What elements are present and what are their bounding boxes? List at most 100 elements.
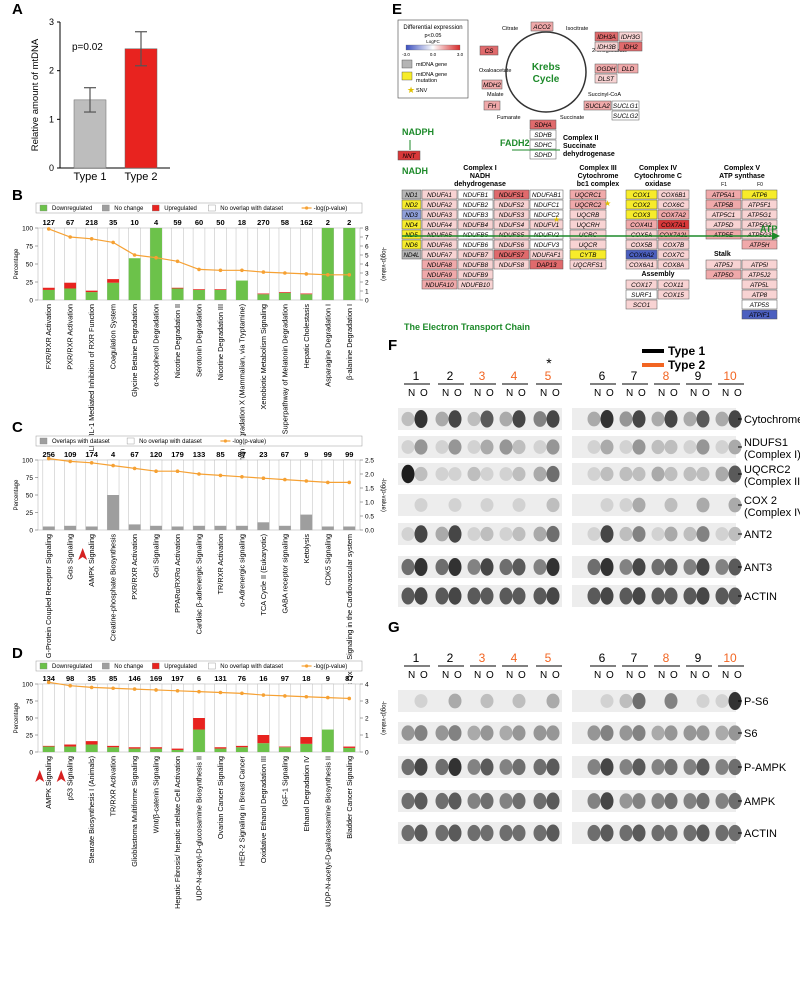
- pvalue-point: [89, 685, 94, 690]
- idh3g-label: IDH3G: [621, 34, 640, 41]
- band: [715, 793, 729, 809]
- complex1-gene-box: [401, 239, 422, 250]
- complex1-gene-box: [493, 199, 530, 210]
- legend-swatch: [151, 204, 160, 212]
- bar-downregulated: [42, 289, 55, 300]
- y-tick-label: 75: [26, 699, 34, 706]
- bar-downregulated: [171, 749, 184, 752]
- category-label: TR/RXR Activation: [216, 534, 225, 594]
- band: [587, 440, 601, 454]
- complex5-gene-label: ATP5C1: [711, 212, 735, 219]
- bar-overlap: [42, 526, 55, 530]
- band: [533, 466, 547, 482]
- band: [546, 558, 560, 576]
- y-tick-label: 0: [29, 750, 33, 757]
- lane-o-label: O: [454, 388, 462, 399]
- band: [619, 824, 633, 842]
- band: [499, 793, 513, 809]
- category-label: Nicotine Degradation II: [173, 304, 182, 378]
- band-label: P-S6: [744, 696, 768, 708]
- band: [619, 440, 633, 454]
- lane-number: 7: [631, 651, 638, 665]
- pvalue-point: [46, 680, 51, 685]
- band: [480, 725, 494, 741]
- bar-upregulated: [257, 735, 270, 744]
- category-label: TCA Cycle II (Eukaryotic): [259, 534, 268, 616]
- band: [435, 587, 449, 605]
- lane-number: 5: [545, 651, 552, 665]
- krebs-title: Krebs: [532, 62, 561, 73]
- legend-label: Downregulated: [52, 664, 92, 670]
- band: [683, 411, 697, 427]
- band: [533, 411, 547, 427]
- complex4-gene-label: COX6C: [663, 202, 685, 209]
- stalk-gene-box: [705, 269, 742, 280]
- bar-downregulated: [300, 294, 313, 300]
- stalk-gene-box: [741, 299, 778, 310]
- bar-upregulated: [64, 744, 77, 747]
- band: [401, 758, 415, 776]
- bar-count: 67: [130, 450, 138, 459]
- stalk-gene-label: ATP5O: [712, 272, 733, 279]
- bar-count: 10: [130, 218, 138, 227]
- band: [619, 559, 633, 575]
- legend-title: Differential expression: [403, 25, 462, 31]
- band: [664, 693, 678, 709]
- band: [715, 587, 729, 605]
- band: [587, 725, 601, 741]
- band: [401, 411, 415, 427]
- band-label: UQCRC2: [744, 464, 790, 476]
- bar-overlap: [257, 522, 270, 530]
- legend-subtitle: p<0.05: [425, 33, 442, 39]
- krebs-cycle-circle: [505, 31, 587, 113]
- complex4-gene-box: [625, 239, 658, 250]
- bar-count: 256: [42, 450, 55, 459]
- sdhb-label: SDHB: [534, 132, 552, 139]
- complex4-gene-label: COX7C: [663, 252, 685, 259]
- y2-tick-label: 2.5: [365, 458, 374, 465]
- complex1-gene-label: NDUFS8: [499, 262, 525, 269]
- pvalue-point: [326, 695, 330, 700]
- nadph-label: NADPH: [402, 127, 434, 137]
- panel-label-b: B: [12, 187, 23, 204]
- band: [533, 526, 547, 542]
- pvalue-point: [261, 476, 266, 481]
- fh-box: [483, 100, 501, 111]
- band: [512, 526, 526, 542]
- category-label: Nitric Oxide Signaling in the Cardiovasc…: [345, 534, 354, 699]
- legend-gradient: [405, 44, 461, 51]
- lane-number: 9: [695, 651, 702, 665]
- bar-upregulated: [278, 292, 291, 293]
- complex1-gene-label: ND3: [405, 212, 418, 219]
- complex4-title-3: oxidase: [645, 181, 671, 188]
- band: [467, 725, 481, 741]
- band: [600, 410, 614, 428]
- band: [683, 793, 697, 809]
- band: [533, 824, 547, 842]
- band: [651, 824, 665, 842]
- y2-tick-label: 4: [365, 682, 369, 689]
- y2-tick-label: 0.5: [365, 514, 374, 521]
- band: [546, 525, 560, 543]
- band-label: NDUFS1: [744, 437, 788, 449]
- lane-number: 6: [599, 369, 606, 383]
- bar-downregulated: [236, 747, 248, 752]
- bar-downregulated: [107, 282, 120, 300]
- ogdh-label: OGDH: [597, 66, 616, 73]
- bar-downregulated: [343, 228, 356, 300]
- pvalue-point: [218, 690, 223, 695]
- pvalue-point: [46, 227, 51, 231]
- complex2-title: Complex II: [563, 135, 598, 142]
- bar-background: [278, 459, 292, 531]
- band: [499, 467, 513, 481]
- band: [414, 792, 428, 810]
- band: [587, 527, 601, 541]
- lane-n-label: N: [626, 670, 633, 681]
- nnt-box: [397, 150, 421, 161]
- complex4-gene-box: [657, 209, 690, 220]
- metabolite-fumarate: Fumarate: [497, 115, 521, 121]
- pvalue-point: [261, 270, 266, 274]
- lane-o-label: O: [606, 388, 614, 399]
- legend-mtdna-label: mtDNA gene: [416, 62, 447, 68]
